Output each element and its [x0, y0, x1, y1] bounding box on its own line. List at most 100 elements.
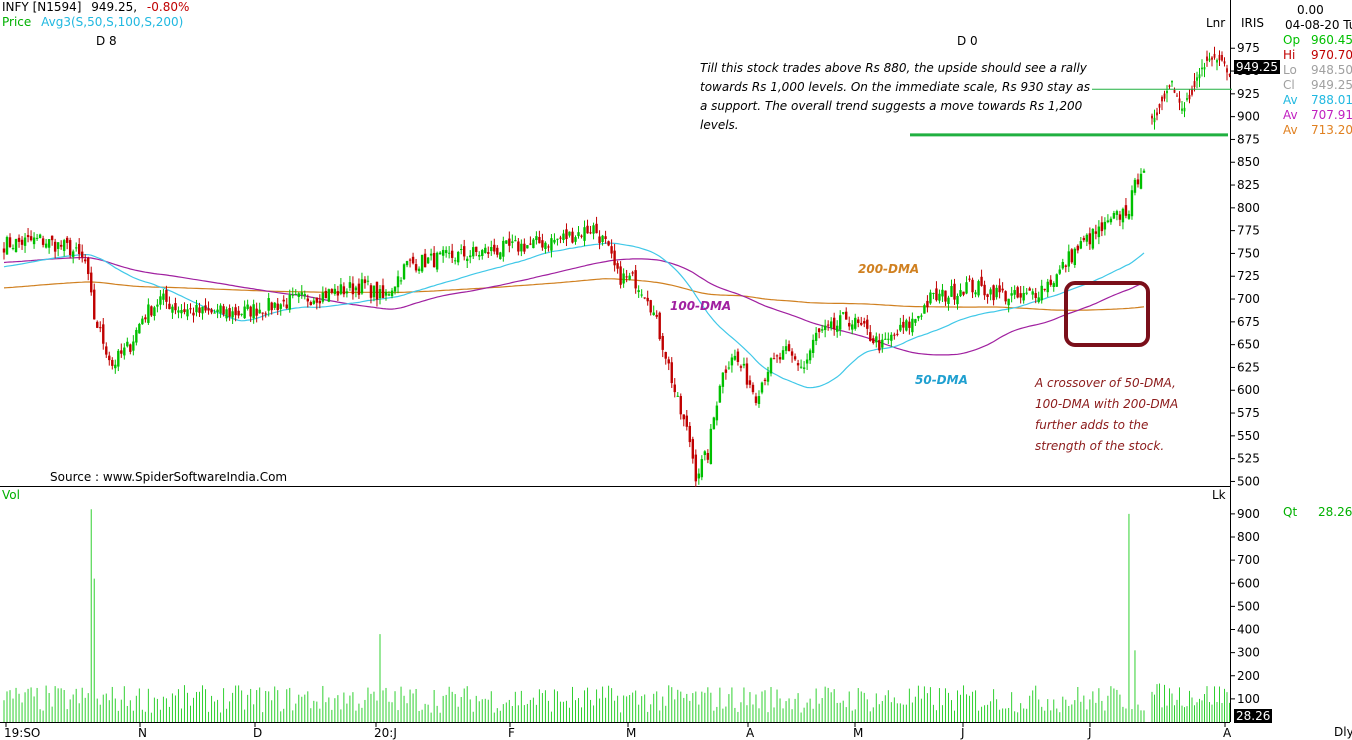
- candle-body: [802, 367, 806, 369]
- candle-body: [1106, 220, 1110, 223]
- candle-body: [32, 237, 36, 245]
- candle-body: [796, 363, 800, 366]
- candle-body: [366, 280, 370, 282]
- candle-body: [857, 319, 860, 323]
- price-tick-label: 750: [1237, 246, 1260, 260]
- candle-body: [917, 315, 920, 319]
- candle-body: [845, 311, 848, 320]
- candle-body: [860, 322, 863, 325]
- candle-body: [29, 236, 33, 241]
- candle-body: [616, 263, 619, 269]
- candle-body: [520, 243, 523, 252]
- candle-body: [745, 363, 749, 385]
- candle-body: [634, 270, 637, 289]
- candle-body: [700, 459, 704, 478]
- time-tick-label: N: [138, 726, 147, 740]
- candle-body: [177, 310, 180, 313]
- candle-body: [905, 320, 908, 331]
- inset-candle-body: [1201, 67, 1203, 70]
- scale-label: Lnr: [1206, 16, 1226, 30]
- candle-body: [553, 239, 556, 243]
- candle-body: [105, 346, 108, 355]
- candle-body: [1130, 190, 1134, 217]
- candle-body: [330, 289, 334, 293]
- candle-body: [306, 298, 309, 302]
- candle-body: [640, 294, 643, 296]
- candle-body: [102, 324, 105, 344]
- candle-body: [805, 359, 809, 364]
- candle-body: [363, 279, 367, 284]
- price-tick-label: 900: [1237, 110, 1260, 124]
- candle-body: [333, 288, 337, 294]
- candle-body: [517, 241, 520, 252]
- candle-body: [44, 243, 48, 248]
- candle-body: [360, 279, 364, 294]
- candle-body: [610, 246, 613, 254]
- volume-panel-label: Vol: [2, 488, 20, 502]
- candle-body: [727, 367, 731, 369]
- candle-body: [649, 300, 652, 313]
- candle-body: [935, 288, 938, 301]
- price-tick-label: 600: [1237, 383, 1260, 397]
- inset-candle-body: [1171, 80, 1173, 83]
- candle-body: [99, 327, 102, 329]
- stat-value: 970.70: [1311, 48, 1352, 62]
- candle-body: [183, 309, 186, 313]
- stat-label: Hi: [1283, 48, 1296, 62]
- qt-label: Qt: [1283, 505, 1298, 519]
- candle-body: [842, 312, 845, 314]
- candle-body: [721, 372, 725, 387]
- candle-body: [466, 258, 469, 262]
- crossover-note: A crossover of 50-DMA, 100-DMA with 200-…: [1035, 376, 1179, 453]
- candle-body: [153, 307, 156, 317]
- candle-body: [712, 417, 716, 430]
- candle-body: [132, 341, 135, 351]
- candle-body: [390, 290, 394, 297]
- candle-body: [357, 283, 361, 295]
- candle-body: [441, 249, 445, 256]
- candle-body: [769, 358, 773, 374]
- candle-body: [138, 323, 141, 334]
- price-tick-label: 675: [1237, 315, 1260, 329]
- candle-body: [420, 254, 424, 272]
- price-tick-label: 850: [1237, 155, 1260, 169]
- price-tick-label: 775: [1237, 224, 1260, 238]
- candle-body: [799, 366, 803, 368]
- lk-label: Lk: [1212, 488, 1226, 502]
- indicator-spec: Avg3(S,50,S,100,S,200): [41, 15, 184, 29]
- candle-body: [56, 242, 60, 249]
- candle-body: [1040, 285, 1043, 301]
- candle-body: [234, 307, 237, 316]
- candle-body: [1064, 265, 1067, 267]
- inset-candle-body: [1193, 81, 1196, 87]
- candle-body: [180, 309, 183, 314]
- candle-body: [318, 300, 322, 304]
- marker-left: D 8: [96, 34, 117, 48]
- candle-body: [1046, 281, 1049, 293]
- inset-candle-body: [1156, 112, 1158, 116]
- stat-value: 788.01: [1311, 93, 1352, 107]
- inset-candle-body: [1223, 61, 1226, 64]
- candle-body: [772, 358, 776, 360]
- candle-body: [378, 289, 382, 299]
- candle-body: [739, 366, 743, 368]
- candle-body: [327, 289, 331, 302]
- time-tick-label: F: [508, 726, 515, 740]
- candle-body: [351, 283, 355, 295]
- candle-body: [748, 380, 752, 385]
- candle-body: [1091, 228, 1095, 249]
- candle-body: [117, 350, 120, 367]
- candle-body: [655, 314, 658, 317]
- candle-body: [908, 321, 911, 328]
- inset-candle-body: [1181, 108, 1183, 111]
- candle-body: [619, 266, 622, 285]
- inset-candle-body: [1173, 89, 1176, 93]
- candle-body: [974, 292, 977, 295]
- candle-body: [1127, 213, 1131, 219]
- candle-body: [201, 306, 204, 314]
- candle-body: [213, 312, 216, 314]
- candle-body: [81, 251, 84, 258]
- candle-body: [243, 306, 246, 319]
- candle-body: [685, 415, 688, 427]
- candle-body: [324, 290, 328, 299]
